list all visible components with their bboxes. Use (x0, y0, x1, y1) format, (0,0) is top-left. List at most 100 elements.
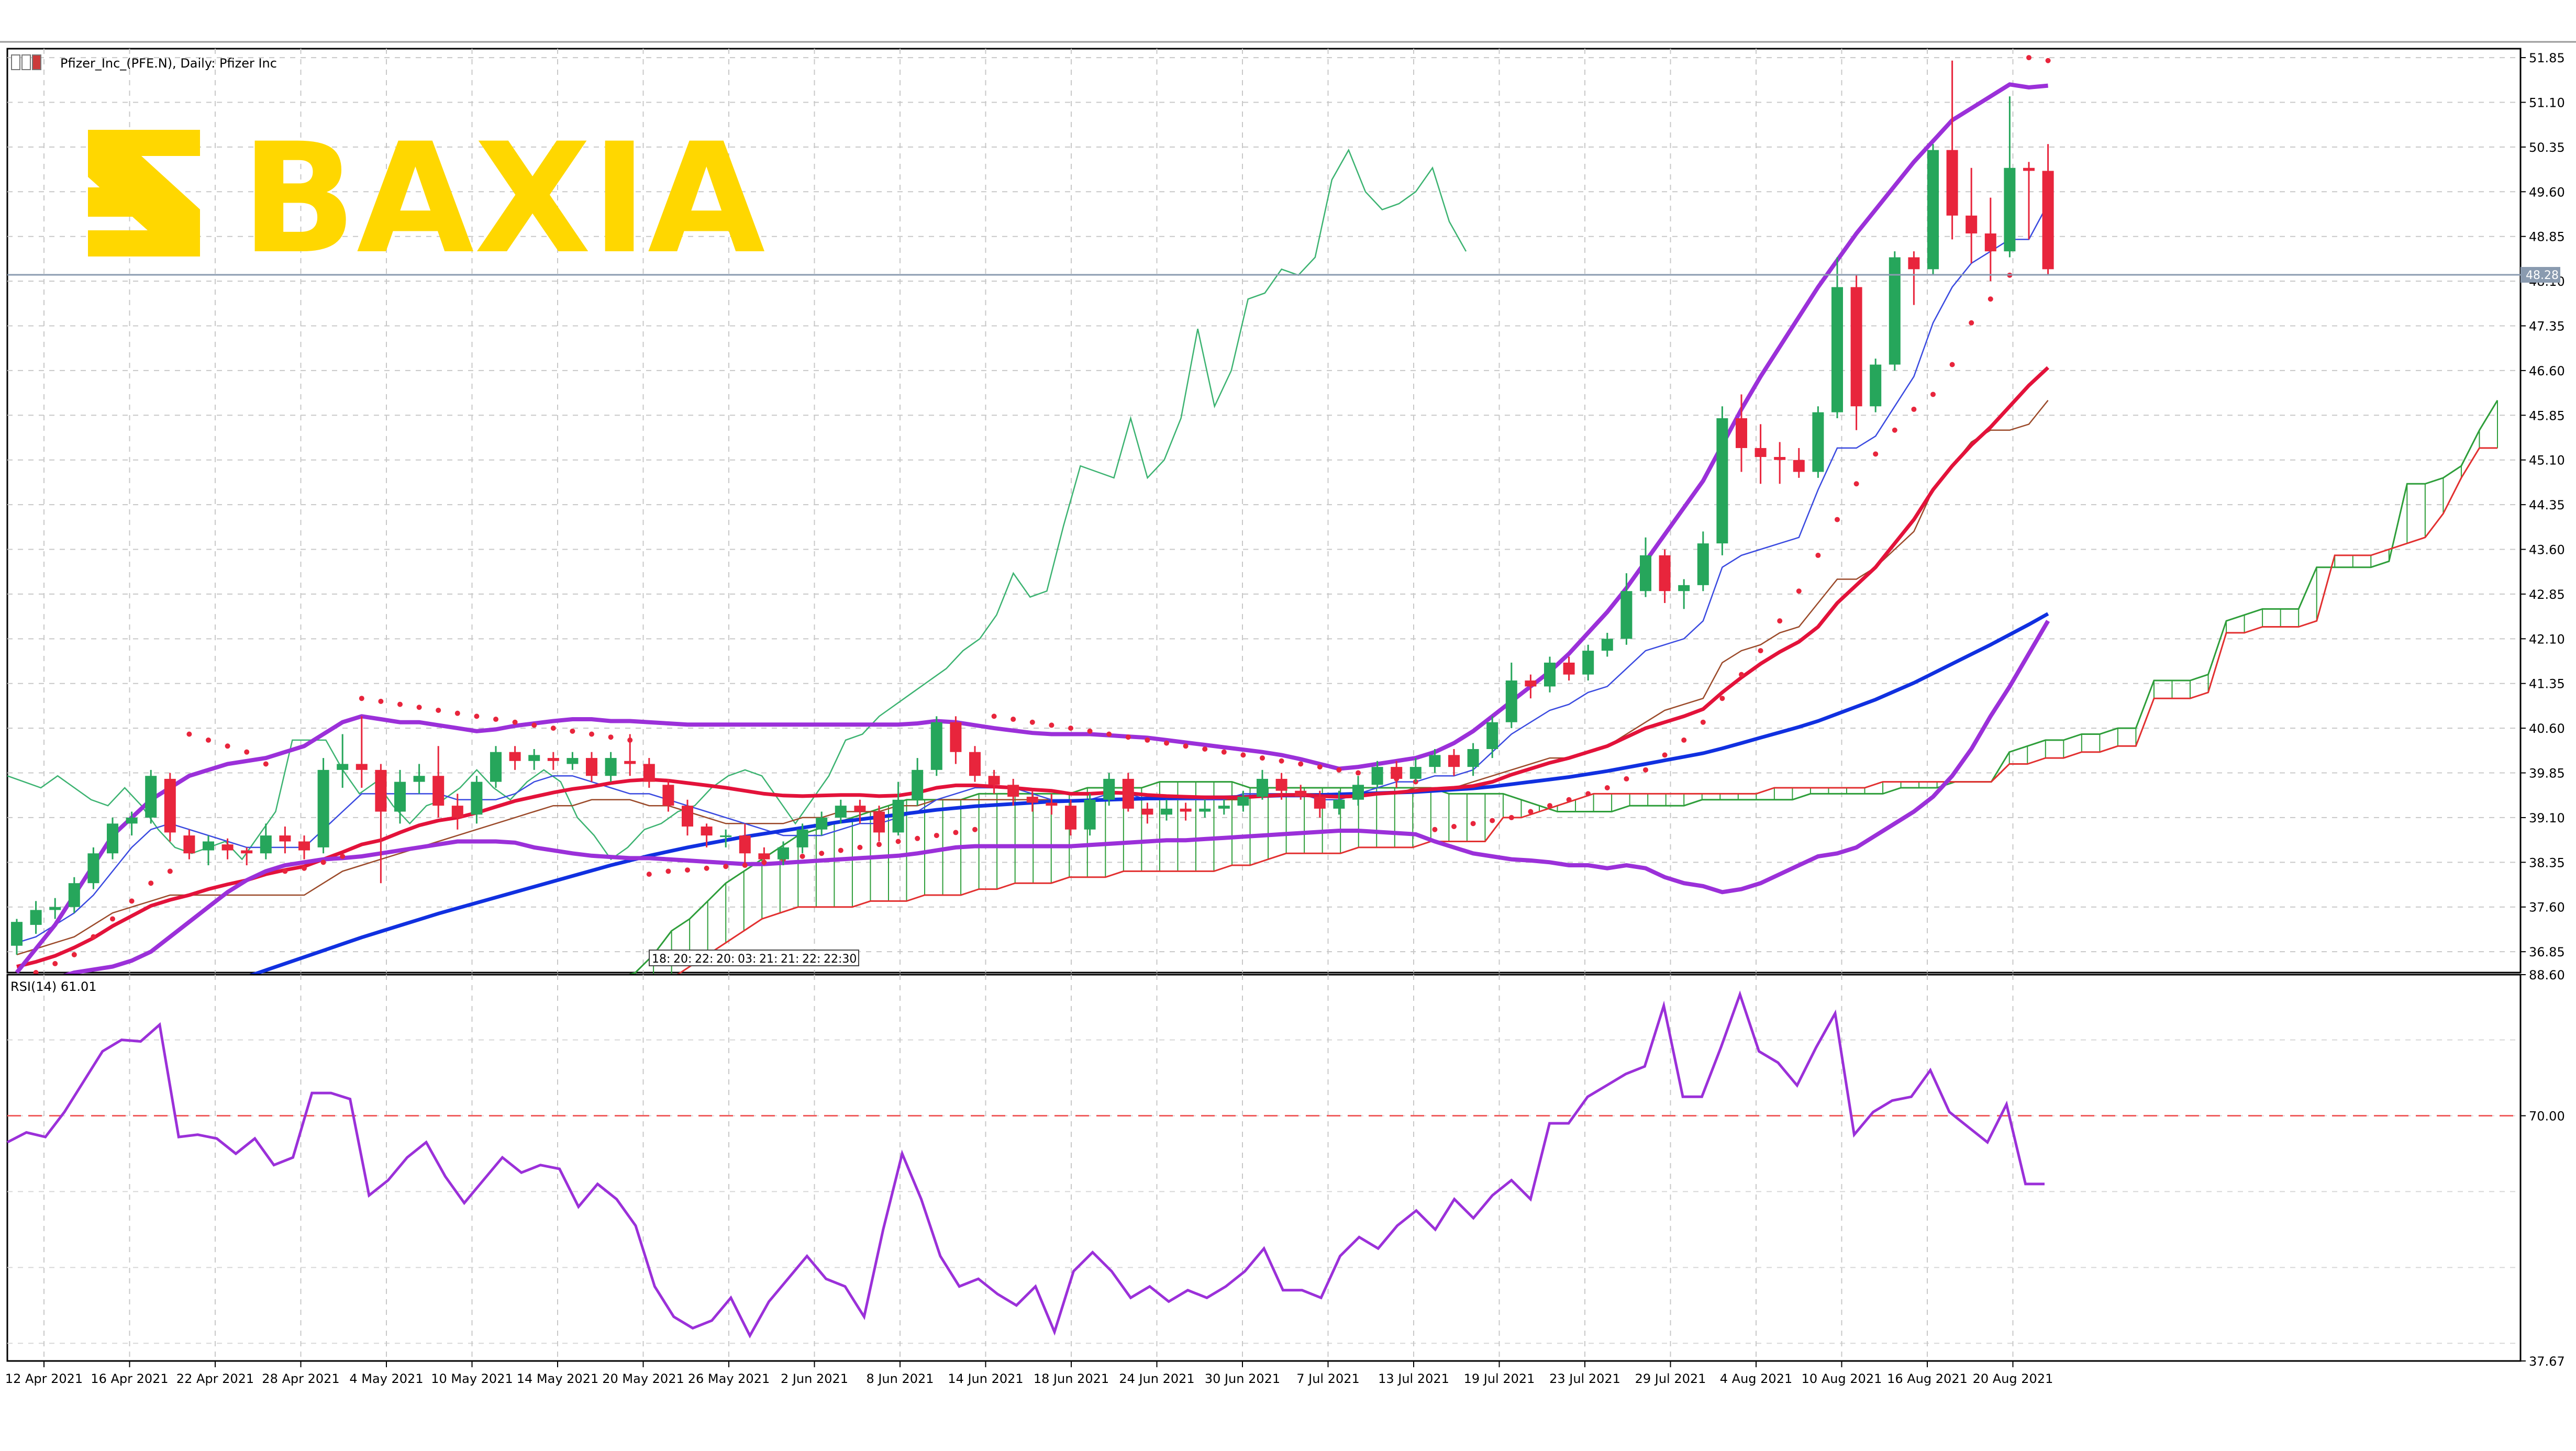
time-tick-label: 10 May 2021 (431, 1371, 513, 1386)
candle (1793, 448, 1805, 478)
candle-body (778, 847, 789, 860)
candle-body (2042, 171, 2054, 270)
candle (279, 827, 291, 854)
session-label: 21: (759, 953, 778, 966)
candle-body (1946, 150, 1958, 216)
candle-body (1544, 662, 1556, 687)
candle-body (2023, 168, 2035, 171)
sar-dot (148, 880, 154, 886)
candle (586, 752, 597, 782)
candle-body (1640, 555, 1651, 591)
candle (221, 838, 234, 860)
candle-body (2004, 168, 2016, 252)
sar-dot (1029, 719, 1035, 725)
candle (432, 746, 445, 818)
candle-body (317, 769, 329, 847)
candle (260, 823, 272, 860)
candle (662, 778, 674, 812)
sar-dot (1930, 392, 1936, 397)
price-grid (7, 49, 2521, 973)
candle (1716, 406, 1728, 555)
sar-dot (531, 722, 537, 728)
candle-body (1966, 215, 1978, 233)
sar-dot (1949, 362, 1955, 367)
sar-dot (1758, 648, 1763, 654)
time-tick-label: 4 May 2021 (349, 1371, 423, 1386)
candle-body (145, 776, 157, 818)
price-tick-label: 45.10 (2529, 453, 2565, 468)
sar-dot (244, 749, 250, 755)
time-tick-label: 23 Jul 2021 (1549, 1371, 1620, 1386)
sar-dot (1260, 755, 1265, 761)
time-tick-label: 4 Aug 2021 (1720, 1371, 1792, 1386)
sar-dot (302, 865, 307, 871)
time-tick-label: 2 Jun 2021 (781, 1371, 848, 1386)
sar-dot (1681, 737, 1687, 743)
candle-body (1026, 797, 1038, 803)
sar-dot (1796, 588, 1802, 594)
candle (1237, 790, 1249, 812)
candle (1850, 275, 1862, 430)
ema-red (16, 366, 2049, 968)
candle (1966, 168, 1978, 263)
candle-body (547, 758, 559, 761)
candle-body (260, 835, 272, 854)
sar-dot (186, 731, 192, 737)
candle (164, 773, 176, 842)
candle (2042, 144, 2054, 275)
candle-body (356, 764, 368, 770)
candle-body (1257, 778, 1268, 797)
candle (873, 806, 885, 842)
rsi-tick-label: 88.60 (2529, 968, 2565, 983)
session-label: 20: (716, 953, 735, 966)
time-tick-label: 19 Jul 2021 (1464, 1371, 1535, 1386)
candle-body (1486, 722, 1498, 749)
sar-dot (1336, 767, 1342, 773)
candle (605, 752, 617, 782)
price-tick-label: 39.85 (2529, 766, 2565, 781)
candle-body (11, 922, 23, 946)
candle (816, 811, 828, 836)
sar-dot (1853, 481, 1859, 487)
candle-body (758, 853, 770, 860)
candle (1084, 794, 1096, 836)
candle (528, 749, 540, 770)
chart-header: Pfizer_Inc_(PFE.N), Daily: Pfizer Inc (11, 54, 277, 71)
candle (375, 764, 387, 884)
time-tick-label: 14 Jun 2021 (948, 1371, 1023, 1386)
candle (1199, 799, 1211, 818)
candle-body (1429, 755, 1441, 767)
candle-body (1161, 808, 1172, 815)
candle-body (1716, 418, 1728, 544)
candle-body (221, 844, 234, 851)
time-tick-label: 29 Jul 2021 (1635, 1371, 1706, 1386)
baxia-logo: BAXIA (88, 111, 767, 287)
candle-body (528, 755, 540, 761)
candle (337, 734, 349, 788)
candlestick-series (11, 60, 2054, 955)
time-tick-label: 10 Aug 2021 (1802, 1371, 1882, 1386)
candle (624, 734, 636, 776)
price-pane[interactable]: BAXIA Pfizer_Inc_(PFE.N), Daily: Pfizer … (6, 48, 2565, 1052)
candle-body (969, 752, 981, 776)
candle-body (988, 776, 1000, 785)
sar-dot (1049, 722, 1054, 728)
rsi-pane[interactable]: RSI(14) 61.01 88.60 70.00 37.67 (6, 968, 2565, 1369)
candle-body (68, 883, 80, 907)
sar-dot (1662, 752, 1668, 758)
sar-dot (1643, 767, 1648, 773)
current-price-tag (2521, 267, 2560, 283)
sar-dot (876, 842, 882, 847)
candle-body (701, 827, 713, 836)
baxia-logo-mark-icon (88, 130, 200, 256)
candle (509, 746, 521, 770)
candle (1984, 197, 1996, 282)
sar-dot (1011, 717, 1016, 722)
candle (126, 811, 138, 836)
time-tick-label: 16 Apr 2021 (91, 1371, 168, 1386)
candle-body (1314, 797, 1326, 809)
sar-dot (857, 844, 863, 850)
time-tick-label: 13 Jul 2021 (1378, 1371, 1449, 1386)
candle (1161, 799, 1172, 821)
